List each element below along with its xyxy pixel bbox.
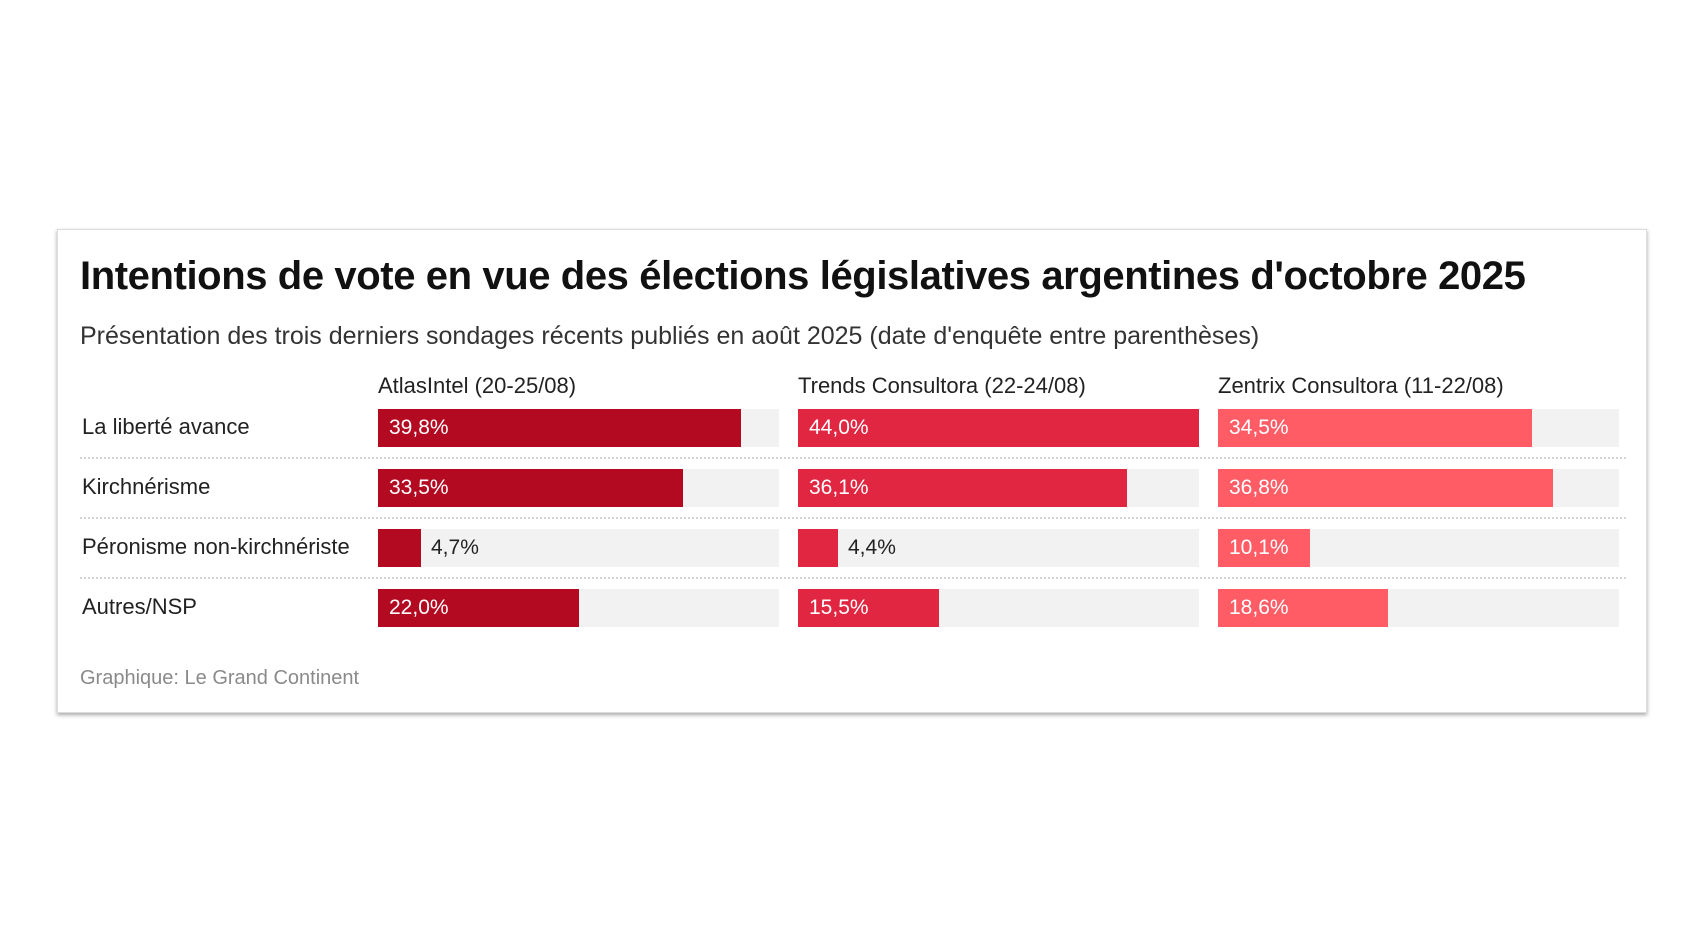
bar-atlasintel-20-25-08-la-liberte-avance (378, 409, 741, 447)
data-label: 10,1% (1229, 536, 1289, 559)
chart-card: Intentions de vote en vue des élections … (57, 229, 1647, 713)
bar-trends-consultora-22-24-08-kirchnerisme (798, 469, 1127, 507)
bar-trends-consultora-22-24-08-la-liberte-avance (798, 409, 1199, 447)
bar-track: 4,4% (798, 529, 1199, 567)
series-header-zentrix-consultora-11-22-08: Zentrix Consultora (11-22/08) (1218, 373, 1504, 398)
bar-track: 22,0% (378, 589, 779, 627)
row-divider (80, 457, 1626, 459)
series-header-atlasintel-20-25-08: AtlasIntel (20-25/08) (378, 373, 577, 398)
bar-track: 36,8% (1218, 469, 1619, 507)
chart-credit: Graphique: Le Grand Continent (80, 667, 360, 689)
bar-trends-consultora-22-24-08-autres-nsp (798, 589, 939, 627)
chart-subtitle: Présentation des trois derniers sondages… (80, 322, 1260, 350)
category-label-autres-nsp: Autres/NSP (82, 594, 197, 619)
series-header-trends-consultora-22-24-08: Trends Consultora (22-24/08) (798, 373, 1086, 398)
row-divider (80, 577, 1626, 579)
bar-track: 33,5% (378, 469, 779, 507)
data-label: 22,0% (389, 596, 449, 619)
data-label: 36,8% (1229, 476, 1289, 499)
bar-zentrix-consultora-11-22-08-autres-nsp (1218, 589, 1388, 627)
bar-track: 4,7% (378, 529, 779, 567)
bar-zentrix-consultora-11-22-08-kirchnerisme (1218, 469, 1553, 507)
chart-title: Intentions de vote en vue des élections … (80, 254, 1526, 298)
bar-track: 10,1% (1218, 529, 1619, 567)
bar-track: 15,5% (798, 589, 1199, 627)
data-label: 44,0% (809, 416, 869, 439)
bar-zentrix-consultora-11-22-08-peronisme-non-kirchneriste (1218, 529, 1310, 567)
data-label: 18,6% (1229, 596, 1289, 619)
bar-atlasintel-20-25-08-autres-nsp (378, 589, 579, 627)
bar-track: 18,6% (1218, 589, 1619, 627)
data-label: 33,5% (389, 476, 449, 499)
data-label: 15,5% (809, 596, 869, 619)
data-label: 34,5% (1229, 416, 1289, 439)
bar-atlasintel-20-25-08-peronisme-non-kirchneriste (378, 529, 421, 567)
data-label: 39,8% (389, 416, 449, 439)
bar-track: 36,1% (798, 469, 1199, 507)
row-divider (80, 517, 1626, 519)
category-label-kirchnerisme: Kirchnérisme (82, 474, 211, 499)
bar-zentrix-consultora-11-22-08-la-liberte-avance (1218, 409, 1532, 447)
category-label-la-liberte-avance: La liberté avance (82, 414, 250, 439)
data-label: 36,1% (809, 476, 869, 499)
bar-atlasintel-20-25-08-kirchnerisme (378, 469, 683, 507)
category-label-peronisme-non-kirchneriste: Péronisme non-kirchnériste (82, 534, 350, 559)
bar-track: 34,5% (1218, 409, 1619, 447)
data-label: 4,4% (848, 536, 896, 559)
data-label: 4,7% (431, 536, 479, 559)
bar-track: 39,8% (378, 409, 779, 447)
bar-track: 44,0% (798, 409, 1199, 447)
bar-trends-consultora-22-24-08-peronisme-non-kirchneriste (798, 529, 838, 567)
